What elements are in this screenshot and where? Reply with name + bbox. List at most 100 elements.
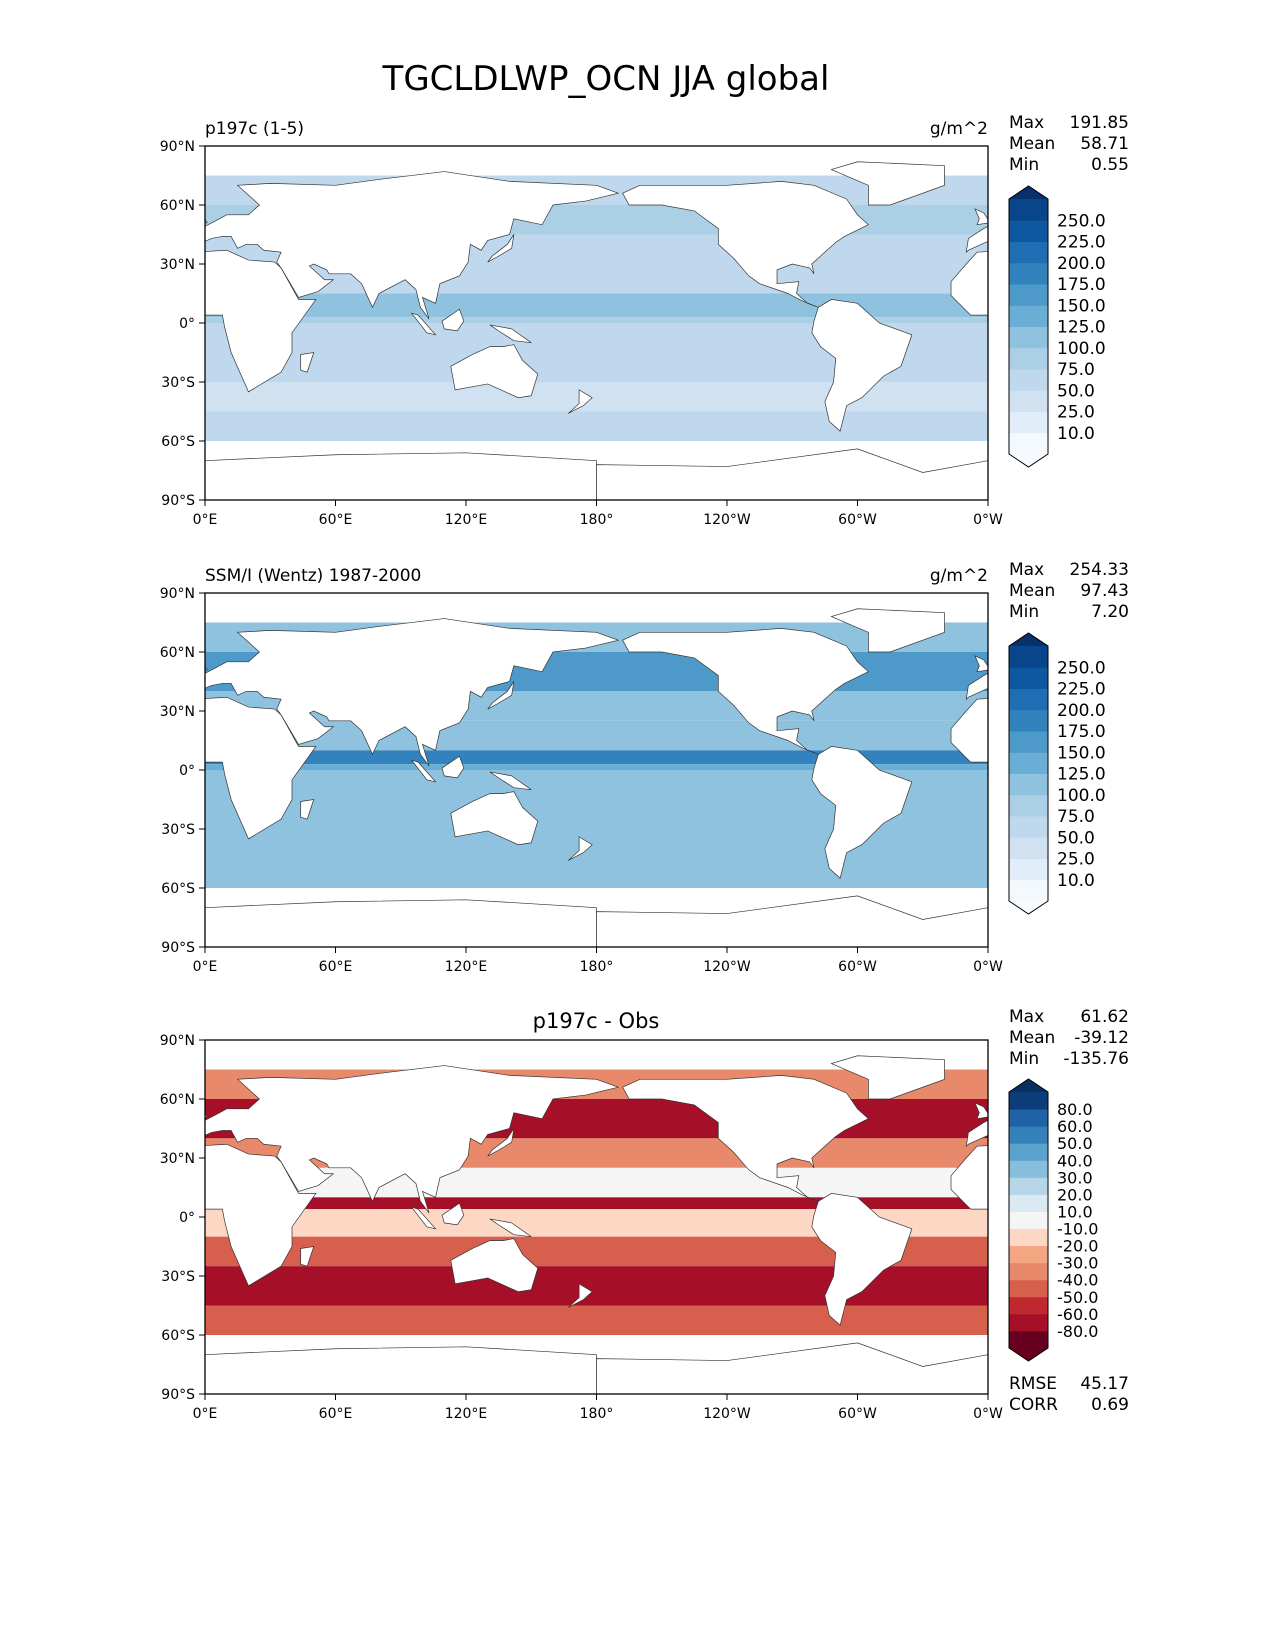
coastline-new-guinea bbox=[490, 772, 531, 790]
stat-label: RMSE bbox=[1009, 1374, 1057, 1394]
colorbar-segment bbox=[1009, 411, 1048, 434]
colorbar-segment bbox=[1009, 1262, 1048, 1281]
coastline-japan bbox=[1271, 235, 1275, 263]
x-tick-label: 120°E bbox=[445, 1406, 488, 1422]
stat-label: Max bbox=[1009, 560, 1044, 580]
colorbar-segment bbox=[1009, 284, 1048, 306]
coastline-north-america bbox=[0, 181, 85, 307]
colorbar-outline bbox=[1008, 632, 1049, 915]
colorbar-label: 20.0 bbox=[1057, 1185, 1093, 1204]
y-tick-label: 90°S bbox=[161, 1387, 195, 1403]
colorbar-segment bbox=[1009, 1143, 1048, 1161]
x-tick-label: 0°E bbox=[193, 1406, 218, 1422]
coastline-africa bbox=[205, 250, 316, 392]
coastline-antarctica bbox=[205, 1343, 597, 1394]
colorbar-label: 125.0 bbox=[1057, 765, 1106, 785]
colorbar-segment bbox=[1009, 646, 1048, 668]
colorbar-segment bbox=[1009, 1279, 1048, 1298]
x-tick-label: 120°W bbox=[703, 512, 751, 528]
y-tick-label: 90°N bbox=[160, 586, 195, 602]
y-tick-label: 90°S bbox=[161, 940, 195, 956]
x-tick-label: 60°E bbox=[319, 959, 353, 975]
colorbar-segment bbox=[1009, 220, 1048, 242]
coastline-new-zealand bbox=[568, 390, 592, 414]
stat-label: Min bbox=[1009, 602, 1039, 622]
map-area bbox=[205, 1056, 1275, 1394]
colorbar-label: 150.0 bbox=[1057, 743, 1106, 763]
colorbar-extend-min bbox=[1009, 1348, 1048, 1361]
map-area bbox=[48, 609, 1275, 947]
colorbar-segment bbox=[1009, 1109, 1048, 1127]
colorbar-segment bbox=[1009, 1313, 1048, 1332]
coastline-sumatra bbox=[1195, 1207, 1219, 1229]
panel-title: p197c (1-5) bbox=[205, 119, 304, 139]
coastline-greenland bbox=[831, 1056, 944, 1099]
coastline-japan bbox=[488, 235, 514, 263]
y-tick-label: 90°N bbox=[160, 139, 195, 155]
y-tick-label: 30°N bbox=[160, 257, 195, 273]
x-tick-label: 60°W bbox=[838, 1406, 877, 1422]
figure-title: TGCLDLWP_OCN JJA global bbox=[382, 59, 830, 99]
coastline-borneo bbox=[1225, 756, 1247, 778]
colorbar-label: -50.0 bbox=[1057, 1288, 1098, 1307]
coastline-borneo bbox=[442, 309, 464, 331]
colorbar-label: 50.0 bbox=[1057, 828, 1095, 848]
colorbar-label: 50.0 bbox=[1057, 381, 1095, 401]
colorbar-segment bbox=[1009, 1177, 1048, 1195]
stat-label: Min bbox=[1009, 155, 1039, 175]
x-tick-label: 0°W bbox=[973, 1406, 1003, 1422]
colorbar-label: -30.0 bbox=[1057, 1254, 1098, 1273]
colorbar-segment bbox=[1009, 1296, 1048, 1315]
stat-label: Mean bbox=[1009, 1028, 1055, 1048]
coastline-sumatra bbox=[1195, 313, 1219, 335]
panel-title: SSM/I (Wentz) 1987-2000 bbox=[205, 566, 421, 586]
coastline-new-guinea bbox=[490, 325, 531, 343]
colorbar-label: -20.0 bbox=[1057, 1237, 1098, 1256]
coastline-australia bbox=[1234, 1239, 1275, 1292]
coastline-australia bbox=[451, 792, 538, 845]
coastline-eurasia bbox=[966, 172, 988, 320]
ocean-band bbox=[205, 1167, 988, 1198]
colorbar-segment bbox=[1009, 879, 1048, 902]
coastline-greenland bbox=[48, 162, 161, 205]
colorbar-segment bbox=[1009, 1092, 1048, 1110]
coastline-north-america bbox=[623, 628, 869, 754]
colorbar-extend-max bbox=[1009, 186, 1048, 199]
colorbar-segment bbox=[1009, 773, 1048, 796]
coastline-sumatra bbox=[412, 760, 436, 782]
coastline-australia bbox=[1234, 792, 1275, 845]
coastline-antarctica bbox=[205, 449, 597, 500]
colorbar-label: -40.0 bbox=[1057, 1271, 1098, 1290]
colorbar-segment bbox=[1009, 1126, 1048, 1144]
colorbar-segment bbox=[1009, 837, 1048, 859]
x-tick-label: 180° bbox=[580, 1406, 614, 1422]
colorbar-label: 125.0 bbox=[1057, 318, 1106, 338]
y-tick-label: 60°N bbox=[160, 1092, 195, 1108]
coastline-africa bbox=[951, 250, 988, 392]
stat-value: 58.71 bbox=[1080, 134, 1129, 154]
colorbar-extend-min bbox=[1009, 454, 1048, 467]
coastline-greenland bbox=[48, 609, 161, 652]
colorbar-outline bbox=[1008, 1078, 1049, 1362]
coastline-borneo bbox=[1225, 1203, 1247, 1225]
stat-value: 45.17 bbox=[1080, 1374, 1129, 1394]
coastline-japan bbox=[1271, 1129, 1275, 1157]
stat-value: -39.12 bbox=[1074, 1028, 1129, 1048]
x-tick-label: 0°E bbox=[193, 512, 218, 528]
y-tick-label: 90°S bbox=[161, 493, 195, 509]
colorbar-label: 225.0 bbox=[1057, 680, 1106, 700]
coastline-greenland bbox=[831, 609, 944, 652]
colorbar-label: 100.0 bbox=[1057, 339, 1106, 359]
coastline-north-america bbox=[623, 181, 869, 307]
stat-value: 254.33 bbox=[1070, 560, 1129, 580]
stat-label: CORR bbox=[1009, 1395, 1058, 1415]
coastline-borneo bbox=[1225, 309, 1247, 331]
ocean-band bbox=[205, 1197, 988, 1210]
x-tick-label: 60°W bbox=[838, 512, 877, 528]
stat-value: 0.69 bbox=[1091, 1395, 1129, 1415]
ocean-band bbox=[205, 720, 988, 751]
colorbar-label: 60.0 bbox=[1057, 1117, 1093, 1136]
stat-label: Min bbox=[1009, 1049, 1039, 1069]
coastline-sumatra bbox=[412, 1207, 436, 1229]
coastline-australia bbox=[451, 345, 538, 398]
